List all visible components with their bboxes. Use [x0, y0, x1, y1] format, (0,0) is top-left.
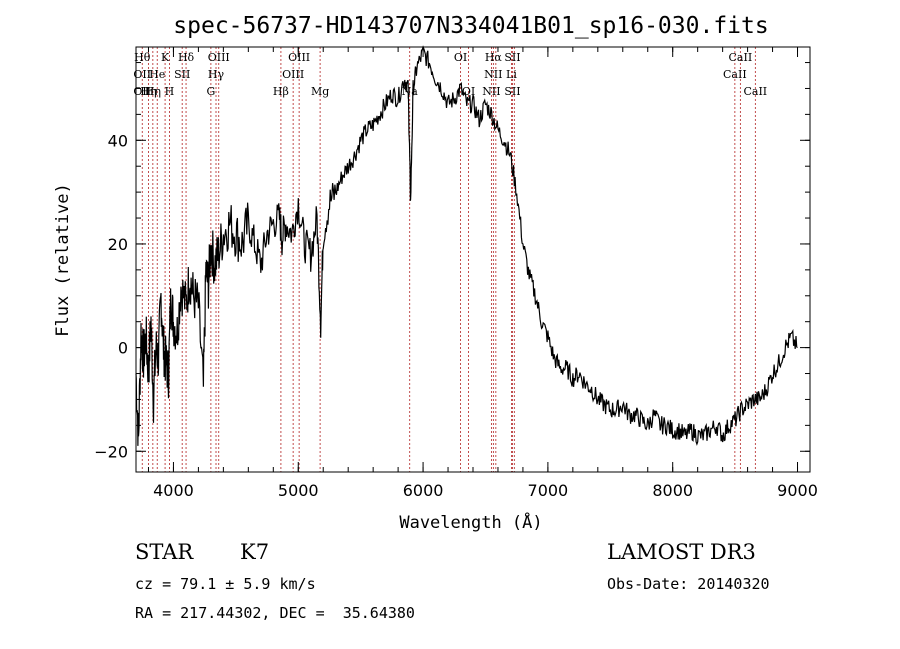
spectral-line-label: K — [161, 51, 170, 64]
spectral-line-label: Hη — [140, 85, 156, 98]
y-axis-ticks: −20 0 20 40 — [94, 62, 810, 461]
x-tick-label: 6000 — [403, 481, 444, 500]
spectral-line-label: Hδ — [178, 51, 195, 64]
spectral-line-label: Hα — [485, 51, 503, 64]
spectral-line-markers — [141, 47, 756, 472]
x-axis-ticks: 4000 5000 6000 7000 8000 9000 — [147, 47, 818, 500]
x-tick-label: 9000 — [777, 481, 818, 500]
y-tick-label: −20 — [94, 442, 128, 461]
spectral-line-label: Hβ — [273, 85, 289, 98]
spectral-line-label: SII — [504, 51, 520, 64]
spectral-line-label: SII — [504, 85, 520, 98]
y-tick-label: 40 — [108, 131, 128, 150]
spectral-line-label: NII — [484, 68, 502, 81]
y-tick-label: 20 — [108, 235, 128, 254]
spectral-line-label: OIII — [288, 51, 310, 64]
coordinates-line: RA = 217.44302, DEC = 35.64380 — [135, 604, 415, 622]
spectral-line-label: CaII — [723, 68, 747, 81]
redshift-line: cz = 79.1 ± 5.9 km/s — [135, 575, 316, 593]
spectral-line-label: Mg — [311, 85, 329, 98]
spectral-line-label: He — [149, 68, 165, 81]
object-subclass: K7 — [240, 540, 270, 564]
object-class: STAR — [135, 540, 194, 564]
spectral-line-label: NII — [482, 85, 500, 98]
spectral-line-label: H — [165, 85, 175, 98]
plot-frame — [135, 46, 811, 473]
x-tick-label: 8000 — [652, 481, 693, 500]
x-tick-label: 5000 — [278, 481, 319, 500]
spectral-line-label: Hγ — [208, 68, 225, 81]
spectral-line-label: SII — [174, 68, 190, 81]
observation-date: Obs-Date: 20140320 — [607, 575, 770, 593]
x-tick-label: 7000 — [528, 481, 569, 500]
spectral-line-label: Li — [506, 68, 517, 81]
x-axis-label: Wavelength (Å) — [399, 511, 542, 533]
y-tick-label: 0 — [118, 339, 128, 358]
spectrum-line — [135, 45, 798, 446]
x-tick-label: 4000 — [153, 481, 194, 500]
spectral-line-label: CaII — [729, 51, 753, 64]
spectral-line-label: Hθ — [134, 51, 151, 64]
spectral-line-label: OIII — [208, 51, 230, 64]
spectral-line-labels: HθOIIOIIHηHηHeKHSIIHδGHγOIIIHβOIIIOIIIMg… — [133, 51, 767, 98]
y-axis-label: Flux (relative) — [53, 183, 73, 337]
spectral-line-label: CaII — [743, 85, 767, 98]
spectral-line-label: OI — [454, 51, 467, 64]
survey-name: LAMOST DR3 — [607, 540, 756, 564]
spectral-line-label: OII — [133, 68, 151, 81]
spectral-line-label: G — [206, 85, 215, 98]
spectral-line-label: Hη — [145, 85, 161, 98]
spectral-line-label: OIII — [282, 68, 304, 81]
chart-title: spec-56737-HD143707N334041B01_sp16-030.f… — [173, 13, 768, 39]
